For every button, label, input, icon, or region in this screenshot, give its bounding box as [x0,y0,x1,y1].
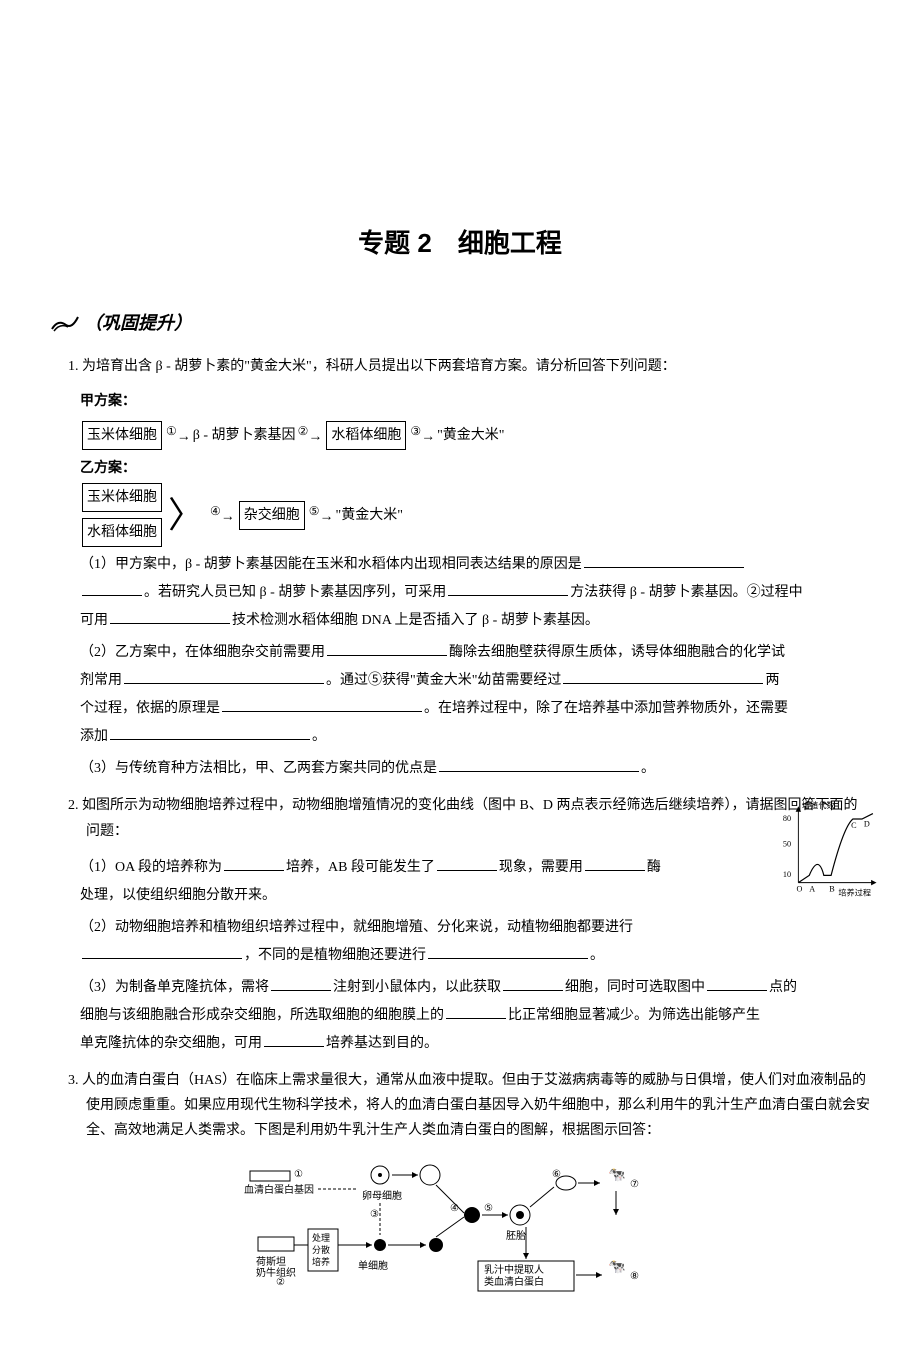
svg-text:培养过程: 培养过程 [838,888,871,898]
blank [222,697,422,712]
q3-num: 3. [68,1073,79,1088]
paren-close: ） [174,313,192,333]
svg-text:10: 10 [783,870,791,879]
growth-chart: 80 50 10 O A B C D 增殖代数 培养过程 [782,799,882,899]
node-rice-cell: 水稻体细胞 [326,421,406,450]
svg-text:培养: 培养 [312,1256,330,1267]
svg-text:单细胞: 单细胞 [358,1259,388,1272]
bracket-icon: 〉 [168,497,204,533]
svg-text:④: ④ [450,1203,459,1214]
q1-part2: （2）乙方案中，在体细胞杂交前需要用酶除去细胞壁获得原生质体，诱导体细胞融合的化… [80,639,870,751]
arrow-icon: ③→ [410,421,435,450]
svg-text:D: D [864,820,870,829]
question-3: 3. 人的血清白蛋白（HAS）在临床上需求量很大，通常从血液中提取。但由于艾滋病… [68,1068,870,1144]
q2-part2: （2）动物细胞培养和植物组织培养过程中，就细胞增殖、分化来说，动植物细胞都要进行… [80,914,870,970]
node-corn-cell: 玉米体细胞 [82,421,162,450]
svg-text:B: B [829,885,835,894]
text-golden-rice: "黄金大米" [437,423,504,448]
svg-text:A: A [809,885,815,894]
svg-text:卵母细胞: 卵母细胞 [362,1189,402,1202]
q2-num: 2. [68,798,79,813]
text-beta-gene: β - 胡萝卜素基因 [193,423,296,448]
blank [224,856,284,871]
blank [448,581,568,596]
svg-text:①: ① [294,1169,303,1180]
scheme-a: 玉米体细胞 ①→ β - 胡萝卜素基因 ②→ 水稻体细胞 ③→ "黄金大米" [80,421,870,450]
node-hybrid-cell: 杂交细胞 [239,501,305,530]
q2-stem: 如图所示为动物细胞培养过程中，动物细胞增殖情况的变化曲线（图中 B、D 两点表示… [82,798,857,838]
blank [584,553,744,568]
blank [271,976,331,991]
svg-text:血清白蛋白基因: 血清白蛋白基因 [244,1183,314,1196]
blank [110,609,230,624]
svg-text:③: ③ [370,1209,379,1220]
question-1: 1. 为培育出含 β - 胡萝卜素的"黄金大米"，科研人员提出以下两套培育方案。… [68,354,870,379]
svg-text:②: ② [276,1277,285,1288]
question-2: 2. 如图所示为动物细胞培养过程中，动物细胞增殖情况的变化曲线（图中 B、D 两… [68,793,870,843]
scheme-b-label: 乙方案： [80,456,870,481]
blank [707,976,767,991]
blank [110,725,310,740]
arrow-icon: ④→ [210,501,235,530]
q3-stem: 人的血清白蛋白（HAS）在临床上需求量很大，通常从血液中提取。但由于艾滋病病毒等… [82,1073,870,1138]
blank [439,757,639,772]
svg-text:🐄: 🐄 [608,1168,625,1183]
svg-text:🐄: 🐄 [608,1260,625,1275]
svg-text:⑥: ⑥ [552,1169,561,1180]
text-golden-rice-b: "黄金大米" [336,503,403,528]
svg-text:⑧: ⑧ [630,1271,639,1282]
scheme-a-label: 甲方案： [80,389,870,414]
svg-text:处理: 处理 [312,1232,330,1243]
node-corn-cell-b: 玉米体细胞 [82,483,162,512]
section-header: （巩固提升） [50,307,870,339]
blank [563,669,763,684]
blank [446,1004,506,1019]
svg-text:分散: 分散 [312,1244,330,1255]
svg-text:增殖代数: 增殖代数 [802,800,835,810]
node-rice-cell-b: 水稻体细胞 [82,518,162,547]
scheme-b: 玉米体细胞 水稻体细胞 〉 ④→ 杂交细胞 ⑤→ "黄金大米" [80,483,403,547]
arrow-icon: ②→ [298,421,323,450]
q1-part1: （1）甲方案中，β - 胡萝卜素基因能在玉米和水稻体内出现相同表达结果的原因是 … [80,551,870,635]
q1-num: 1. [68,359,79,374]
blank [82,581,142,596]
q2-part1: （1）OA 段的培养称为培养，AB 段可能发生了现象，需要用酶 处理，以使组织细… [80,854,870,910]
arrow-icon: ①→ [166,421,191,450]
q2-part3: （3）为制备单克隆抗体，需将注射到小鼠体内，以此获取细胞，同时可选取图中点的 细… [80,974,870,1058]
blank [264,1032,324,1047]
svg-text:⑤: ⑤ [484,1203,493,1214]
q1-part3: （3）与传统育种方法相比，甲、乙两套方案共同的优点是。 [80,755,870,783]
blank [327,641,447,656]
svg-text:O: O [797,885,803,894]
blank [82,944,242,959]
svg-text:胚胎: 胚胎 [506,1229,526,1242]
svg-text:类血清白蛋白: 类血清白蛋白 [484,1275,544,1288]
q3-diagram: ① 血清白蛋白基因 卵母细胞 荷斯坦奶牛组织 ② 处理 分散 培养 ③ 单细胞 … [240,1157,680,1316]
page-title: 专题 2 细胞工程 [50,220,870,267]
svg-text:80: 80 [783,814,791,823]
blank [437,856,497,871]
blank [428,944,588,959]
q1-stem: 为培育出含 β - 胡萝卜素的"黄金大米"，科研人员提出以下两套培育方案。请分析… [82,359,676,374]
svg-text:⑦: ⑦ [630,1179,639,1190]
svg-text:50: 50 [783,840,791,849]
svg-text:乳汁中提取人: 乳汁中提取人 [484,1263,544,1276]
svg-text:荷斯坦奶牛组织: 荷斯坦奶牛组织 [256,1255,296,1279]
swoosh-icon [50,311,80,335]
blank [124,669,324,684]
blank [585,856,645,871]
paren-open: （ [84,313,102,333]
arrow-icon: ⑤→ [309,501,334,530]
svg-text:C: C [851,821,856,830]
section-label: （巩固提升） [84,307,192,339]
blank [503,976,563,991]
